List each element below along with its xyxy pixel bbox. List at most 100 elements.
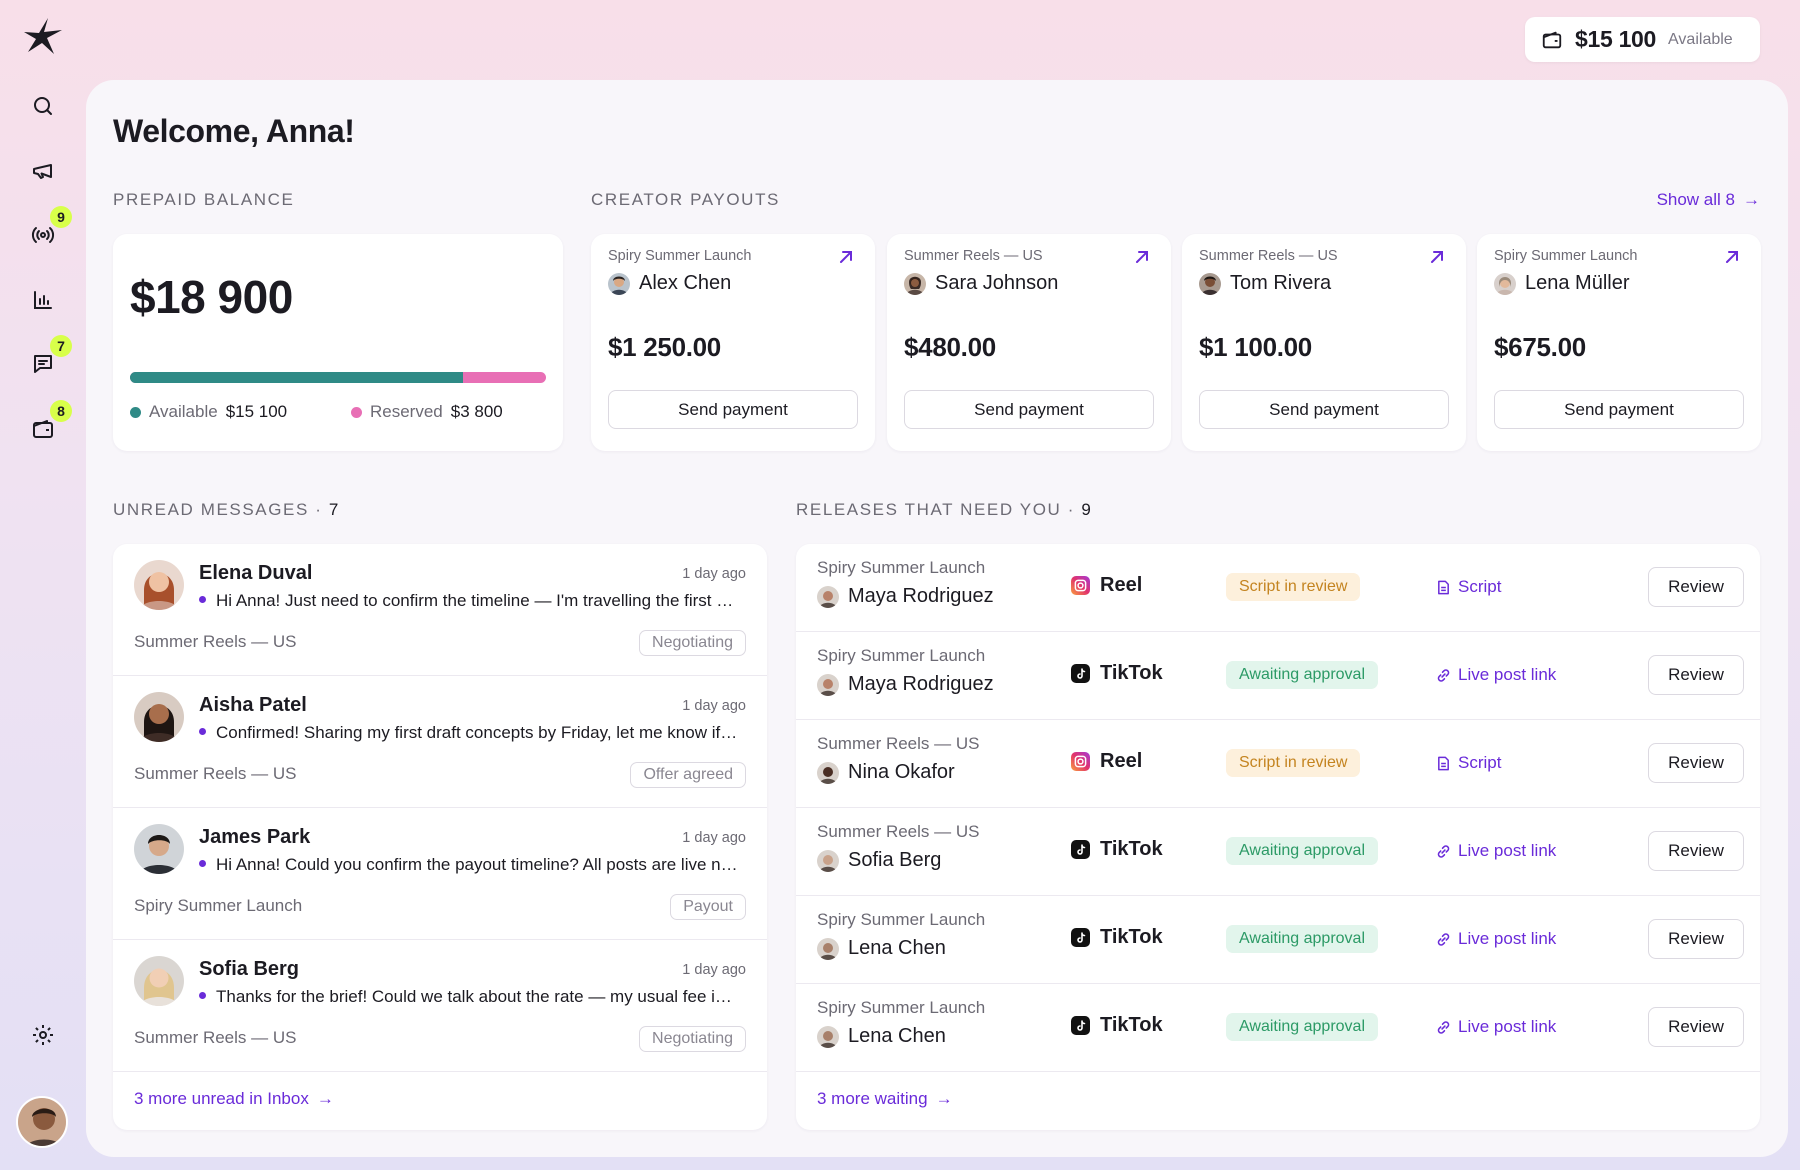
status-badge: Awaiting approval [1226, 837, 1379, 865]
release-creator: Sofia Berg [817, 849, 941, 872]
payout-amount: $1 100.00 [1199, 332, 1312, 362]
status-badge: Script in review [1226, 573, 1361, 601]
payout-card: Spiry Summer Launch Alex Chen $1 250.00 … [591, 234, 875, 451]
releases-count: 9 [1081, 500, 1091, 519]
release-link-label: Script [1458, 753, 1502, 772]
available-dot [130, 406, 141, 418]
release-link[interactable]: Live post link [1436, 841, 1556, 861]
releases-section-title: RELEASES THAT NEED YOU [796, 500, 1062, 519]
release-campaign: Spiry Summer Launch [817, 558, 986, 577]
sidebar-item-campaigns[interactable] [20, 148, 66, 194]
app-logo[interactable] [22, 16, 64, 58]
platform-name: TikTok [1100, 926, 1163, 948]
instagram-icon [1071, 752, 1090, 771]
tiktok-icon [1071, 664, 1090, 683]
review-button[interactable]: Review [1648, 919, 1744, 959]
payout-creator: Sara Johnson [904, 272, 1058, 295]
release-link[interactable]: Live post link [1436, 1017, 1556, 1037]
tiktok-icon [1071, 928, 1090, 947]
payouts-section-label: CREATOR PAYOUTS [591, 190, 780, 209]
send-payment-button[interactable]: Send payment [1199, 390, 1449, 429]
creator-avatar [817, 1025, 839, 1048]
settings-button[interactable] [20, 1012, 66, 1058]
message-time: 1 day ago [682, 830, 746, 846]
sender-avatar [134, 692, 184, 742]
payout-amount: $1 250.00 [608, 332, 721, 362]
document-icon [1438, 580, 1449, 594]
user-avatar[interactable] [16, 1096, 68, 1148]
releases-section-label: RELEASES THAT NEED YOU · 9 [796, 500, 1091, 519]
message-campaign: Summer Reels — US [134, 1028, 297, 1047]
platform: TikTok [1071, 838, 1163, 861]
release-campaign: Spiry Summer Launch [817, 646, 986, 665]
release-link[interactable]: Live post link [1436, 665, 1556, 685]
release-link[interactable]: Script [1436, 577, 1501, 597]
review-button[interactable]: Review [1648, 567, 1744, 607]
message-preview: Hi Anna! Just need to confirm the timeli… [199, 591, 739, 611]
available-label: Available [149, 402, 218, 421]
release-creator: Lena Chen [817, 1025, 946, 1048]
review-button[interactable]: Review [1648, 743, 1744, 783]
release-row[interactable]: Summer Reels — US Sofia Berg TikTok Awaitin… [796, 808, 1760, 896]
tiktok-icon [1071, 1016, 1090, 1035]
messages-count: 7 [328, 500, 339, 519]
show-all-payouts-link[interactable]: Show all 8 → [1657, 190, 1760, 210]
platform-name: TikTok [1100, 1014, 1163, 1036]
reserved-label: Reserved [370, 402, 443, 421]
release-row[interactable]: Spiry Summer Launch Maya Rodriguez Reel Scr… [796, 544, 1760, 632]
link-icon [1437, 1020, 1450, 1034]
more-waiting-link[interactable]: 3 more waiting → [817, 1089, 953, 1109]
releases-card: Spiry Summer Launch Maya Rodriguez Reel Scr… [796, 544, 1760, 1130]
send-payment-button[interactable]: Send payment [608, 390, 858, 429]
link-icon [1437, 668, 1450, 682]
release-row[interactable]: Spiry Summer Launch Lena Chen TikTok Awaiti… [796, 896, 1760, 984]
arrow-right-icon: → [935, 1089, 953, 1108]
messages-section-title: UNREAD MESSAGES [113, 500, 309, 519]
creator-avatar [817, 761, 839, 784]
more-waiting-label: 3 more waiting [817, 1089, 928, 1108]
messages-badge: 7 [50, 335, 72, 357]
review-button[interactable]: Review [1648, 831, 1744, 871]
send-payment-button[interactable]: Send payment [1494, 390, 1744, 429]
sidebar-item-wallet[interactable]: 8 [20, 400, 72, 452]
show-all-label: Show all 8 [1656, 190, 1735, 209]
available-balance-pill[interactable]: $15 100 Available [1525, 17, 1760, 62]
creator-name: Lena Chen [848, 937, 946, 959]
more-unread-link[interactable]: 3 more unread in Inbox → [134, 1089, 334, 1109]
megaphone-icon [33, 164, 52, 179]
wallet-icon [33, 420, 53, 438]
release-link[interactable]: Live post link [1436, 929, 1556, 949]
arrow-up-right-icon[interactable] [837, 248, 855, 266]
release-row[interactable]: Summer Reels — US Nina Okafor Reel Script i… [796, 720, 1760, 808]
sidebar-item-search[interactable] [20, 83, 66, 129]
release-row[interactable]: Spiry Summer Launch Lena Chen TikTok Awaiti… [796, 984, 1760, 1072]
sidebar-item-messages[interactable]: 7 [20, 335, 72, 387]
sidebar-item-analytics[interactable] [20, 277, 66, 323]
review-button[interactable]: Review [1648, 655, 1744, 695]
message-item[interactable]: James Park 1 day ago Hi Anna! Could you … [113, 808, 767, 940]
available-value: $15 100 [225, 402, 288, 421]
wallet-badge: 8 [50, 400, 72, 422]
message-item[interactable]: Elena Duval 1 day ago Hi Anna! Just need… [113, 544, 767, 676]
release-creator: Nina Okafor [817, 761, 955, 784]
arrow-up-right-icon[interactable] [1133, 248, 1151, 266]
link-icon [1437, 932, 1450, 946]
legend-available: Available $15 100 [130, 402, 287, 422]
review-button[interactable]: Review [1648, 1007, 1744, 1047]
message-item[interactable]: Sofia Berg 1 day ago Thanks for the brie… [113, 940, 767, 1072]
gear-icon [33, 1025, 53, 1045]
sidebar-item-broadcast[interactable]: 9 [20, 206, 72, 258]
release-link[interactable]: Script [1436, 753, 1501, 773]
release-row[interactable]: Spiry Summer Launch Maya Rodriguez TikTok A… [796, 632, 1760, 720]
status-tag: Negotiating [639, 1026, 746, 1052]
arrow-up-right-icon[interactable] [1723, 248, 1741, 266]
send-payment-button[interactable]: Send payment [904, 390, 1154, 429]
creator-avatar [904, 272, 926, 295]
message-item[interactable]: Aisha Patel 1 day ago Confirmed! Sharing… [113, 676, 767, 808]
release-link-label: Live post link [1458, 1017, 1557, 1036]
status-badge: Script in review [1226, 749, 1361, 777]
platform: Reel [1071, 750, 1142, 773]
balance-bar-available [130, 372, 463, 383]
release-link-label: Script [1458, 577, 1502, 596]
arrow-up-right-icon[interactable] [1428, 248, 1446, 266]
